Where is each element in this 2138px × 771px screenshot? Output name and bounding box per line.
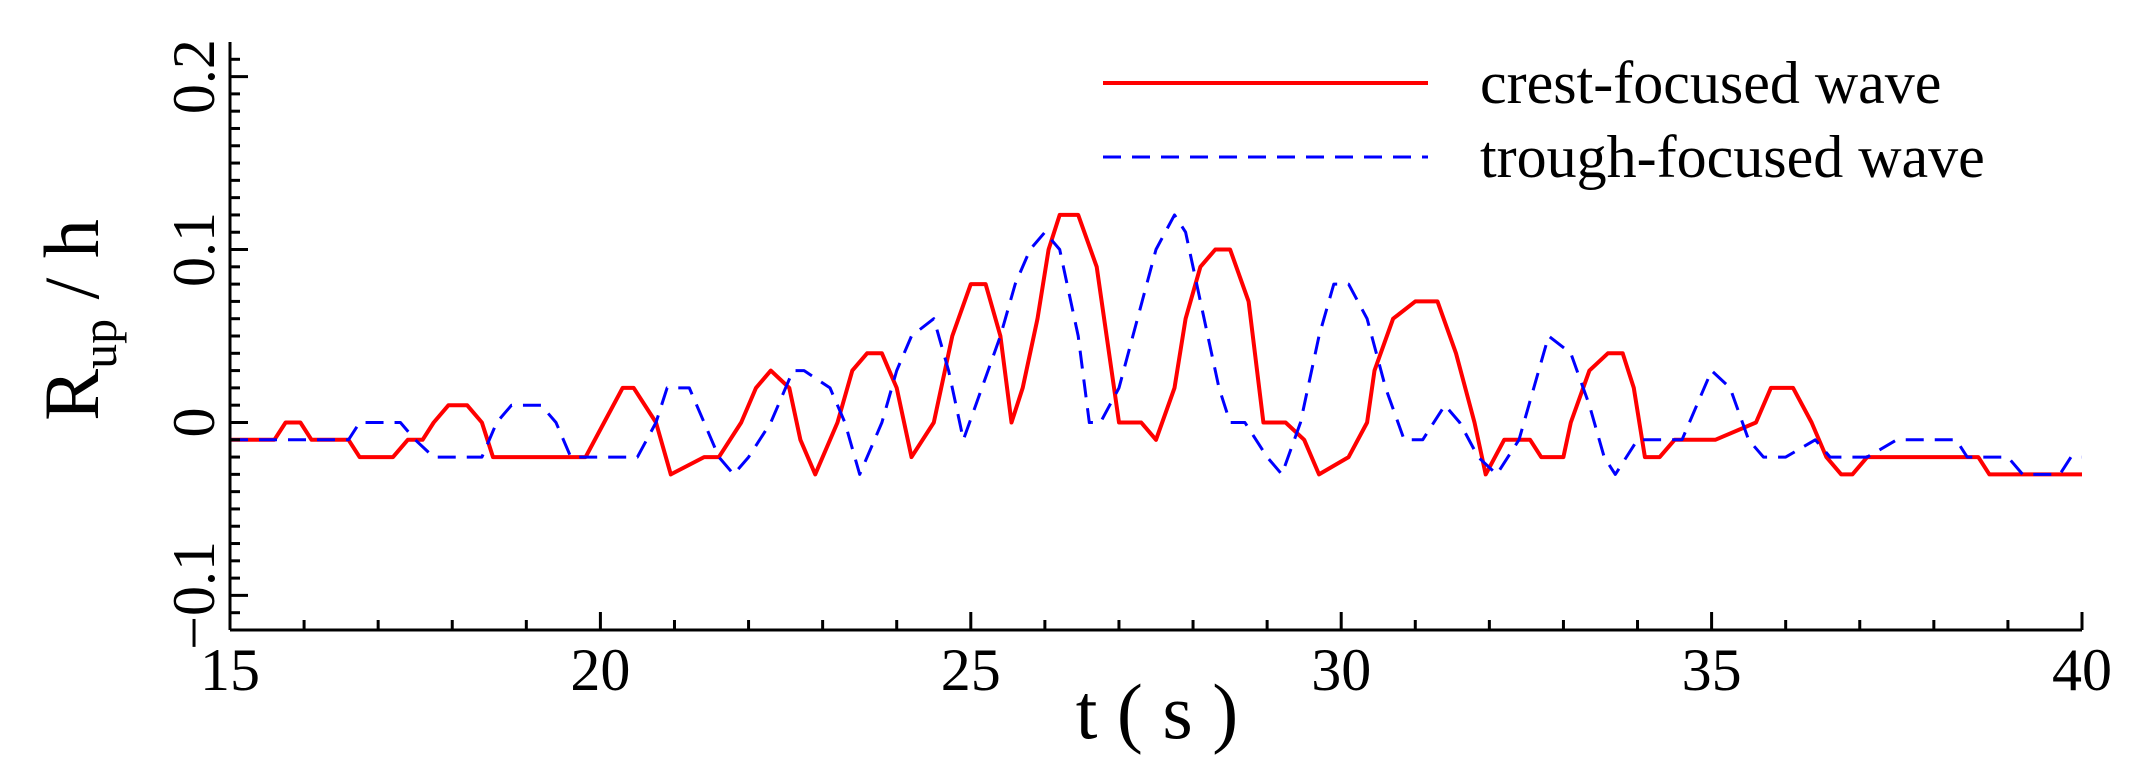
y-axis-title-suffix: / h bbox=[28, 219, 115, 319]
svg-text:Rup / h: Rup / h bbox=[28, 219, 127, 421]
y-ticks: −0.1 0 0.1 0.2 bbox=[161, 39, 248, 650]
series-line-crest bbox=[230, 212, 2082, 477]
y-tick-label: 0 bbox=[161, 407, 227, 437]
legend: crest-focused wave trough-focused wave bbox=[1103, 50, 1985, 190]
y-tick-label: −0.1 bbox=[161, 541, 227, 650]
y-tick-label: 0.1 bbox=[161, 212, 227, 287]
series-line-trough bbox=[230, 213, 2082, 476]
x-tick-label: 40 bbox=[2052, 637, 2112, 703]
y-tick-label: 0.2 bbox=[161, 39, 227, 114]
legend-label-crest: crest-focused wave bbox=[1480, 50, 1941, 116]
legend-label-trough: trough-focused wave bbox=[1480, 124, 1985, 190]
x-tick-label: 15 bbox=[200, 637, 260, 703]
y-axis-title-main: R bbox=[28, 369, 115, 421]
x-tick-label: 30 bbox=[1311, 637, 1371, 703]
x-tick-label: 35 bbox=[1682, 637, 1742, 703]
x-axis-title: t ( s ) bbox=[1076, 668, 1238, 755]
series-layer bbox=[230, 212, 2082, 477]
x-tick-label: 20 bbox=[570, 637, 630, 703]
x-ticks: 15 20 25 30 35 40 bbox=[200, 612, 2112, 703]
plot-area: 15 20 25 30 35 40 −0.1 0 0.1 0.2 bbox=[161, 39, 2112, 703]
x-tick-label: 25 bbox=[941, 637, 1001, 703]
y-axis-title-subscript: up bbox=[71, 319, 127, 369]
y-axis-title: Rup / h bbox=[28, 219, 127, 421]
